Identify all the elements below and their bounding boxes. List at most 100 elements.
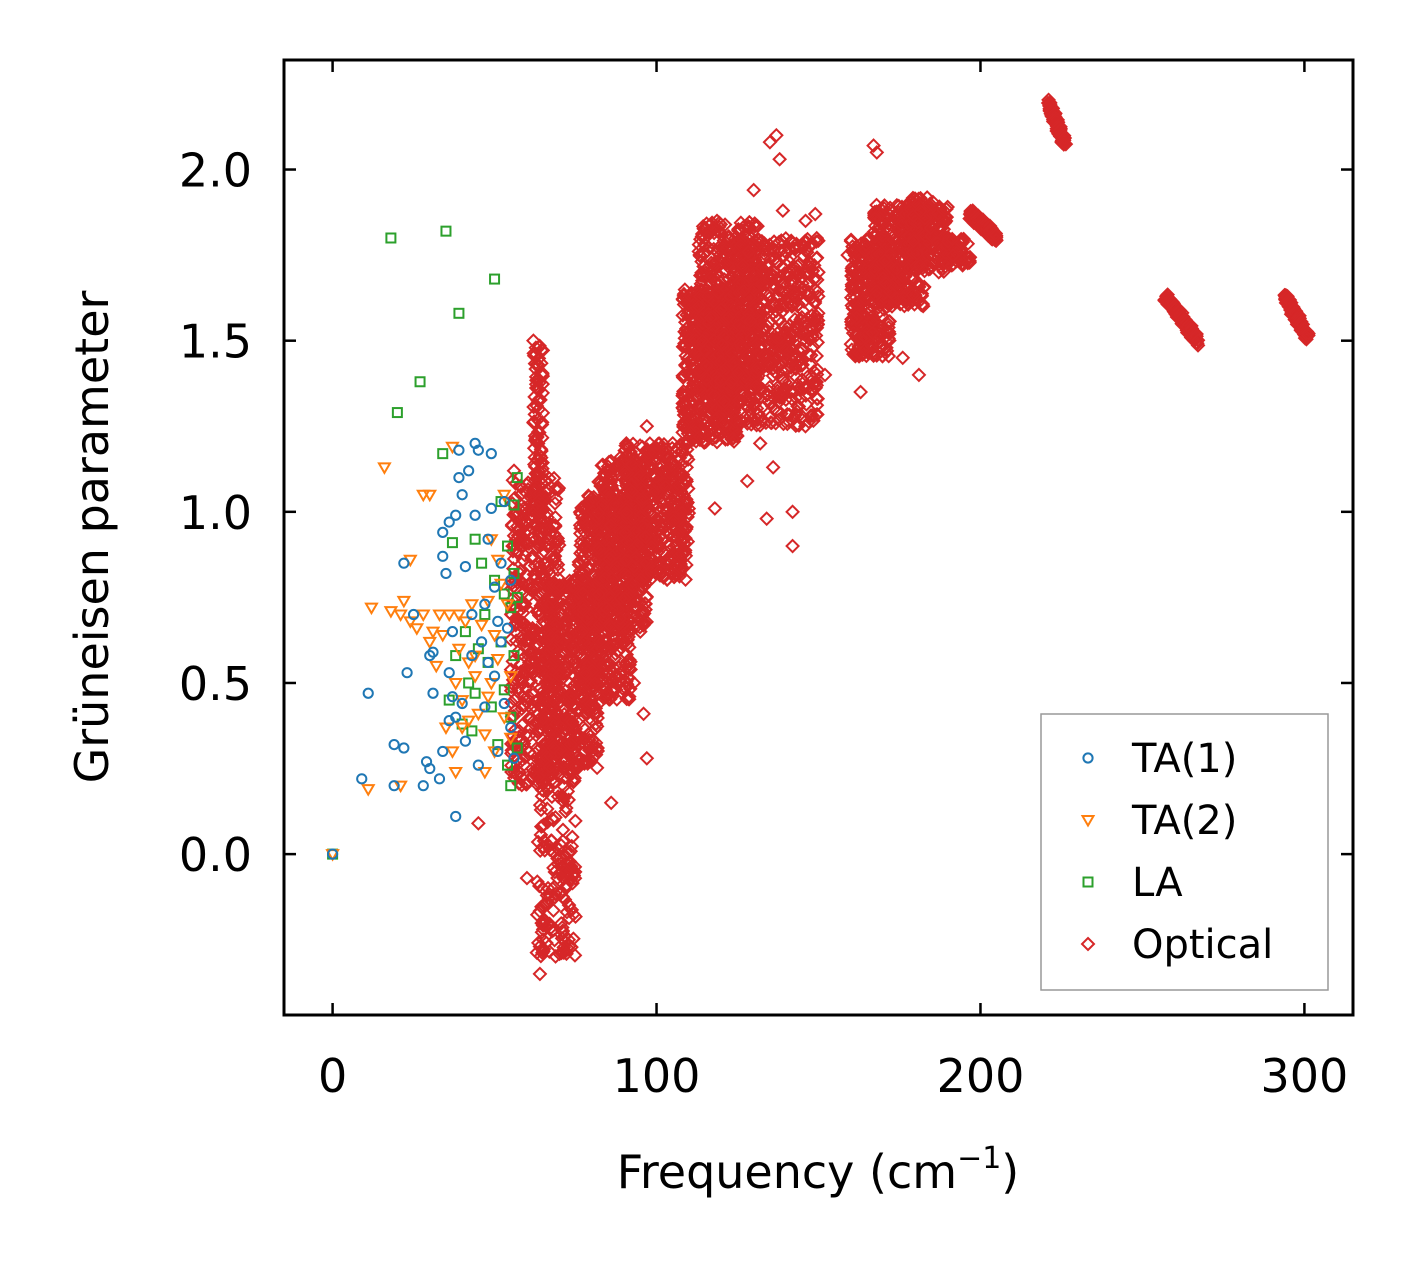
data-point [869, 336, 885, 352]
data-point [639, 590, 654, 605]
data-point [809, 230, 825, 246]
data-point [775, 259, 791, 275]
data-point [672, 505, 688, 521]
data-point [771, 385, 787, 401]
data-point [694, 254, 710, 270]
data-point [869, 145, 885, 160]
data-point [571, 554, 587, 570]
data-point [527, 356, 543, 372]
data-point [534, 899, 549, 915]
data-point [722, 232, 737, 248]
data-point [913, 297, 929, 313]
data-point [620, 691, 636, 707]
data-point [531, 351, 547, 366]
data-point [723, 372, 739, 388]
data-point [650, 436, 666, 452]
data-point [583, 753, 599, 768]
data-point [624, 484, 640, 500]
data-point [612, 611, 628, 627]
data-point [529, 874, 545, 890]
data-point [574, 624, 589, 640]
data-point [517, 500, 532, 515]
data-point [576, 602, 591, 618]
data-point [682, 366, 697, 382]
data-point [722, 309, 737, 325]
data-point [703, 255, 719, 271]
data-point [617, 465, 633, 480]
data-point [550, 557, 566, 573]
data-point [732, 285, 747, 301]
data-point [542, 944, 557, 959]
data-point [732, 335, 748, 351]
data-point [792, 239, 808, 255]
data-point [665, 528, 681, 544]
data-point [788, 240, 804, 256]
data-point [696, 412, 712, 428]
data-point [573, 566, 588, 582]
data-point [508, 610, 524, 626]
data-point [744, 248, 760, 264]
data-point [598, 484, 614, 500]
data-point [739, 473, 755, 489]
data-point [525, 584, 541, 599]
data-point [607, 460, 623, 476]
data-point [691, 397, 707, 412]
data-point [680, 414, 696, 430]
data-point [846, 292, 861, 308]
data-point [608, 675, 624, 691]
data-point [532, 375, 547, 391]
data-point [858, 237, 874, 253]
data-point [632, 619, 648, 635]
data-point [778, 342, 794, 357]
data-point [809, 348, 825, 364]
data-point [809, 407, 824, 423]
data-point [556, 939, 572, 955]
data-point [747, 252, 762, 267]
data-point [515, 689, 531, 705]
data-point [778, 298, 794, 314]
data-point [527, 428, 543, 444]
data-point [617, 443, 633, 459]
data-point [533, 342, 549, 358]
data-point [701, 284, 717, 300]
data-point [698, 343, 714, 359]
data-point [534, 924, 550, 940]
data-point [692, 429, 708, 444]
data-point [866, 138, 881, 153]
series-optical [470, 92, 1316, 982]
data-point [541, 890, 557, 906]
data-point [587, 675, 603, 691]
data-point [904, 287, 920, 303]
data-point [545, 553, 561, 569]
data-point [785, 538, 800, 554]
data-point [810, 316, 826, 332]
data-point [533, 392, 548, 408]
data-point [664, 440, 680, 456]
data-point [530, 382, 546, 398]
data-point [600, 471, 616, 487]
data-point [633, 572, 649, 587]
data-point [805, 263, 821, 279]
data-point [638, 529, 654, 545]
data-point [638, 480, 654, 496]
data-point [810, 288, 826, 304]
data-point [792, 382, 808, 398]
data-point [713, 353, 729, 369]
data-point [684, 353, 699, 369]
data-point [563, 843, 579, 859]
data-point [852, 280, 867, 296]
data-point [886, 232, 902, 248]
data-point [599, 600, 615, 616]
data-point [564, 829, 580, 845]
data-point [876, 222, 892, 238]
data-point [869, 283, 884, 299]
data-point [844, 311, 859, 327]
data-point [757, 294, 773, 309]
data-point [552, 741, 568, 757]
data-point [641, 503, 657, 519]
data-point [798, 418, 813, 434]
data-point [804, 312, 820, 328]
data-point [721, 252, 737, 268]
data-point [706, 268, 722, 284]
data-point [788, 361, 804, 377]
